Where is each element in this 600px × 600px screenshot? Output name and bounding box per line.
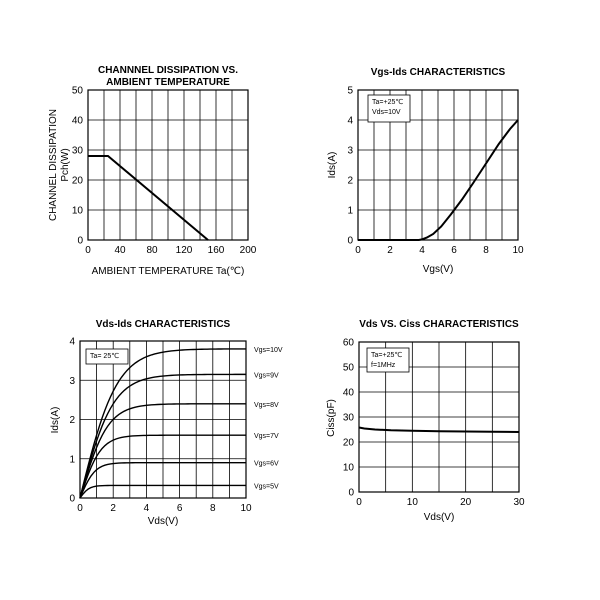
chart-3: Vds-Ids CHARACTERISTICS 0 2 4 6 8 10 0 1 2 3 4 Vds(V…	[50, 319, 283, 527]
x-tick-label: 10	[240, 503, 252, 514]
y-tick-label: 1	[347, 206, 353, 217]
y-tick-label: 60	[343, 338, 355, 349]
y-tick-label: 4	[347, 116, 353, 127]
y-tick-label: 1	[69, 454, 75, 465]
x-tick-label: 10	[407, 497, 419, 508]
series-line	[79, 484, 246, 499]
legend-text: Vds=10V	[372, 109, 401, 116]
x-tick-label: 2	[387, 245, 393, 256]
series-label: Vgs=9V	[254, 372, 279, 379]
legend-text: Ta=+25℃	[372, 99, 403, 106]
chart-2: Vgs-Ids CHARACTERISTICS 0 2 4 6 8 10 0 1 2 3 4 5 Vgs(…	[327, 67, 524, 275]
x-tick-label: 0	[355, 245, 361, 256]
legend-box	[367, 94, 411, 123]
x-tick-label: 40	[114, 245, 126, 256]
y-tick-label: 30	[72, 146, 84, 157]
x-tick-label: 2	[110, 503, 116, 514]
legend: Ta=+25℃ Vds=10V	[367, 94, 411, 123]
y-tick-label: 0	[77, 236, 83, 247]
y-tick-label: 4	[69, 337, 75, 348]
y-tick-label: 10	[72, 206, 84, 217]
grid	[88, 90, 248, 240]
y-tick-label: 0	[347, 236, 353, 247]
series-label: Vgs=5V	[254, 483, 279, 490]
y-tick-label: 0	[69, 494, 75, 505]
x-tick-label: 0	[85, 245, 91, 256]
x-axis-label: Vds(V)	[148, 516, 179, 527]
legend-text: f=1MHz	[371, 362, 396, 369]
x-tick-label: 6	[451, 245, 457, 256]
series-line	[88, 155, 209, 241]
chart-title: CHANNNEL DISSIPATION VS.	[98, 65, 238, 76]
y-tick-label: 30	[343, 413, 355, 424]
y-tick-label: 5	[347, 86, 353, 97]
y-tick-label: 2	[347, 176, 353, 187]
series-label: Vgs=7V	[254, 433, 279, 440]
series-label: Vgs=6V	[254, 461, 279, 468]
chart-title: AMBIENT TEMPERATURE	[106, 77, 230, 88]
legend-box	[366, 347, 410, 373]
y-tick-label: 50	[72, 86, 84, 97]
x-tick-label: 8	[483, 245, 489, 256]
y-axis-label: Ciss(pF)	[326, 399, 337, 437]
x-axis-label: Vds(V)	[424, 512, 455, 523]
series-line	[358, 119, 519, 241]
plot-frame	[357, 89, 519, 241]
y-tick-label: 40	[343, 388, 355, 399]
legend-text: Ta= 25℃	[90, 353, 119, 360]
x-tick-label: 4	[144, 503, 150, 514]
plot-frame	[87, 89, 249, 241]
series-line	[79, 348, 246, 499]
plot-frame	[358, 341, 520, 493]
y-tick-label: 0	[348, 488, 354, 499]
x-tick-label: 10	[512, 245, 524, 256]
x-tick-label: 6	[177, 503, 183, 514]
x-tick-label: 8	[210, 503, 216, 514]
x-tick-label: 160	[208, 245, 225, 256]
y-axis-label: CHANNEL DISSIPATION	[48, 109, 59, 221]
chart-4: Vds VS. Ciss CHARACTERISTICS 0 10 20 30 0 10 20…	[326, 319, 525, 523]
x-tick-label: 80	[146, 245, 158, 256]
plot-frame	[79, 340, 247, 499]
series-line	[79, 373, 247, 499]
x-tick-label: 30	[513, 497, 525, 508]
x-tick-label: 0	[77, 503, 83, 514]
y-tick-label: 10	[343, 463, 355, 474]
x-axis-label: Vgs(V)	[423, 264, 454, 275]
series-label: Vgs=8V	[254, 402, 279, 409]
x-tick-label: 20	[460, 497, 472, 508]
y-tick-label: 2	[69, 415, 75, 426]
y-axis-label: Ids(A)	[327, 152, 338, 179]
series-line	[79, 434, 246, 499]
y-tick-label: 3	[69, 376, 75, 387]
chart-1: CHANNNEL DISSIPATION VS.AMBIENT TEMPERAT…	[48, 65, 257, 277]
x-tick-label: 4	[419, 245, 425, 256]
legend: Ta= 25℃	[85, 348, 129, 365]
x-tick-label: 0	[356, 497, 362, 508]
series-label: Vgs=10V	[254, 347, 283, 354]
y-tick-label: 20	[343, 438, 355, 449]
chart-title: Vgs-Ids CHARACTERISTICS	[371, 67, 506, 78]
y-tick-label: 40	[72, 116, 84, 127]
x-tick-label: 120	[176, 245, 193, 256]
series-line	[358, 426, 520, 433]
x-tick-label: 200	[240, 245, 257, 256]
chart-title: Vds-Ids CHARACTERISTICS	[96, 319, 231, 330]
y-axis-label: Pch(W)	[60, 148, 71, 181]
y-tick-label: 50	[343, 363, 355, 374]
grid	[359, 342, 519, 492]
grid	[80, 341, 246, 498]
x-axis-label: AMBIENT TEMPERATURE Ta(℃)	[92, 266, 245, 277]
legend-box	[85, 348, 129, 365]
legend: Ta=+25℃ f=1MHz	[366, 347, 410, 373]
legend-text: Ta=+25℃	[371, 352, 402, 359]
series-line	[79, 403, 246, 499]
chart-title: Vds VS. Ciss CHARACTERISTICS	[359, 319, 519, 330]
y-tick-label: 3	[347, 146, 353, 157]
y-axis-label: Ids(A)	[50, 407, 61, 434]
series-line	[79, 461, 246, 499]
y-tick-label: 20	[72, 176, 84, 187]
